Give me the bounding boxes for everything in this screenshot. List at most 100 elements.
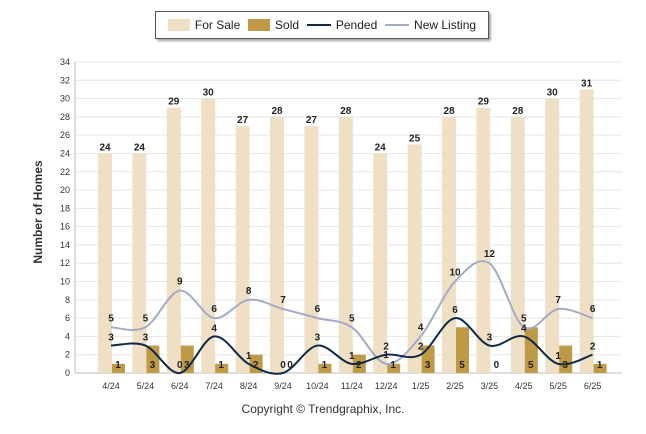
- bar-for-sale: [270, 116, 284, 373]
- data-label-pended: 1: [246, 351, 252, 362]
- data-label-for-sale: 30: [547, 88, 559, 99]
- legend-item-new-listing[interactable]: New Listing: [385, 18, 476, 32]
- bar-for-sale: [476, 107, 491, 373]
- data-label-for-sale: 28: [340, 106, 352, 117]
- chart-legend: For Sale Sold Pended New Listing: [155, 11, 489, 39]
- x-tick-label: 9/24: [274, 381, 292, 391]
- bar-for-sale: [166, 107, 181, 373]
- data-label-sold: 3: [562, 360, 568, 371]
- bar-for-sale: [579, 89, 594, 374]
- data-label-pended: 3: [487, 333, 493, 344]
- bar-sold: [593, 363, 607, 373]
- data-label-for-sale: 24: [375, 142, 387, 153]
- line-new-listing: [110, 260, 593, 365]
- x-tick-label: 11/24: [341, 381, 363, 391]
- data-label-for-sale: 31: [581, 78, 593, 89]
- x-tick-label: 4/24: [102, 381, 120, 391]
- data-label-new-listing: 10: [449, 268, 461, 279]
- legend-label-pended: Pended: [335, 18, 378, 32]
- bar-for-sale: [545, 98, 560, 374]
- bar-for-sale: [201, 98, 216, 374]
- y-tick-label: 6: [65, 313, 70, 323]
- legend-item-for-sale[interactable]: For Sale: [167, 18, 240, 32]
- data-label-for-sale: 29: [168, 97, 180, 108]
- y-tick-label: 16: [60, 222, 70, 232]
- y-tick-label: 2: [65, 350, 70, 360]
- pended-swatch-icon: [306, 24, 331, 26]
- data-label-pended: 3: [108, 333, 114, 344]
- bar-sold: [318, 363, 332, 373]
- data-label-sold: 1: [390, 360, 396, 371]
- legend-label-sold: Sold: [275, 18, 300, 32]
- x-tick-label: 5/24: [137, 381, 155, 391]
- y-tick-label: 24: [60, 148, 70, 158]
- y-tick-label: 4: [65, 331, 70, 341]
- data-label-pended: 3: [143, 333, 149, 344]
- y-tick-label: 20: [60, 185, 70, 195]
- data-label-sold: 2: [356, 360, 362, 371]
- bar-sold: [456, 327, 469, 373]
- data-label-pended: 4: [211, 323, 217, 334]
- data-label-new-listing: 6: [590, 304, 596, 315]
- x-tick-label: 6/25: [584, 381, 602, 391]
- y-tick-label: 0: [65, 368, 70, 378]
- data-label-sold: 0: [494, 360, 500, 371]
- legend-item-sold[interactable]: Sold: [248, 18, 299, 32]
- data-label-new-listing: 5: [143, 313, 149, 324]
- data-label-for-sale: 27: [306, 115, 318, 126]
- data-label-sold: 1: [597, 360, 603, 371]
- data-label-sold: 5: [528, 360, 534, 371]
- data-label-pended: 0: [177, 360, 183, 371]
- data-label-pended: 0: [280, 360, 286, 371]
- bar-for-sale: [132, 153, 147, 373]
- data-label-pended: 6: [452, 305, 458, 316]
- data-label-pended: 2: [418, 342, 424, 353]
- y-tick-label: 26: [60, 130, 70, 140]
- x-tick-label: 1/25: [412, 381, 430, 391]
- y-tick-label: 32: [60, 75, 70, 85]
- data-label-new-listing: 12: [484, 249, 496, 260]
- x-tick-label: 7/24: [205, 381, 223, 391]
- data-label-sold: 3: [425, 360, 431, 371]
- legend-label-new-listing: New Listing: [414, 18, 477, 32]
- data-label-pended: 1: [555, 351, 561, 362]
- data-label-for-sale: 28: [271, 106, 283, 117]
- data-label-for-sale: 28: [512, 106, 524, 117]
- x-tick-label: 12/24: [375, 381, 398, 391]
- data-label-new-listing: 6: [211, 304, 217, 315]
- bar-for-sale: [235, 126, 250, 373]
- data-label-sold: 2: [253, 360, 259, 371]
- y-tick-label: 10: [60, 277, 70, 287]
- legend-item-pended[interactable]: Pended: [306, 18, 378, 32]
- x-tick-label: 4/25: [515, 381, 533, 391]
- bar-sold: [146, 345, 160, 373]
- data-label-new-listing: 7: [555, 295, 561, 306]
- data-label-new-listing: 5: [349, 313, 355, 324]
- x-tick-label: 5/25: [549, 381, 567, 391]
- bar-for-sale: [510, 116, 525, 373]
- data-label-new-listing: 1: [383, 350, 389, 361]
- data-label-new-listing: 6: [315, 304, 321, 315]
- sold-swatch-icon: [248, 19, 271, 31]
- data-label-sold: 0: [287, 360, 293, 371]
- data-label-sold: 3: [184, 360, 190, 371]
- y-tick-label: 12: [60, 258, 70, 268]
- data-label-for-sale: 24: [134, 142, 146, 153]
- data-label-new-listing: 7: [280, 295, 286, 306]
- bar-sold: [387, 363, 401, 373]
- y-tick-label: 14: [60, 240, 70, 250]
- bar-for-sale: [407, 144, 422, 373]
- copyright-text: Copyright © Trendgraphix, Inc.: [241, 402, 405, 416]
- data-label-sold: 1: [115, 360, 121, 371]
- data-label-sold: 1: [322, 360, 328, 371]
- data-label-for-sale: 25: [409, 133, 421, 144]
- data-label-sold: 5: [459, 360, 465, 371]
- data-label-pended: 4: [521, 323, 527, 334]
- data-label-pended: 1: [349, 351, 355, 362]
- data-label-new-listing: 9: [177, 277, 183, 288]
- data-label-for-sale: 30: [203, 88, 215, 99]
- y-tick-label: 30: [60, 94, 70, 104]
- bar-sold: [180, 345, 194, 373]
- data-label-sold: 3: [150, 360, 156, 371]
- bar-for-sale: [304, 126, 319, 373]
